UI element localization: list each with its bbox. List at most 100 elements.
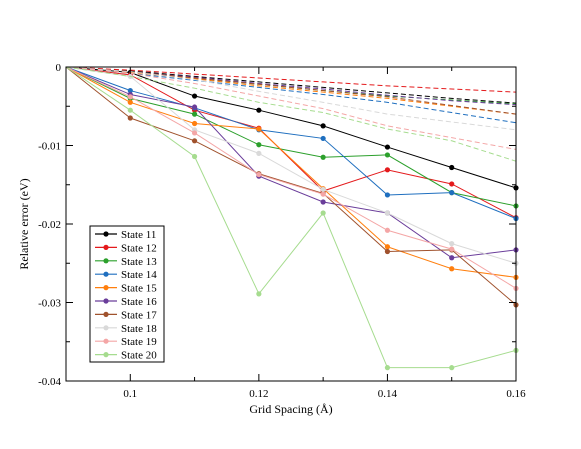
legend-label-state-17: State 17 xyxy=(121,309,157,321)
state-20-marker xyxy=(191,153,198,160)
legend-label-state-16: State 16 xyxy=(121,296,157,308)
ticks-layer xyxy=(65,66,517,382)
state-18-solid-line xyxy=(65,66,517,264)
state-18-dashed-line xyxy=(65,66,517,131)
state-18-marker xyxy=(449,241,455,247)
state-12-series xyxy=(65,66,519,221)
state-20-marker xyxy=(384,365,391,371)
state-18-marker xyxy=(384,210,391,216)
state-19-dashed-line xyxy=(65,66,517,150)
state-20-marker xyxy=(320,210,326,216)
y-tick-label: -0.02 xyxy=(38,219,61,231)
state-19-marker xyxy=(191,130,198,136)
legend-marker-state-20 xyxy=(103,352,109,358)
x-tick-label: 0.14 xyxy=(378,388,398,400)
legend-label-state-14: State 14 xyxy=(121,269,157,281)
state-11-dashed-line xyxy=(65,66,517,104)
state-17-marker xyxy=(127,115,133,121)
state-11-marker xyxy=(320,123,326,129)
legend-label-state-20: State 20 xyxy=(121,350,157,362)
legend-label-state-12: State 12 xyxy=(121,242,157,254)
state-20-marker xyxy=(256,291,262,297)
legend-marker-state-18 xyxy=(103,325,109,331)
legend-label-state-11: State 11 xyxy=(121,229,156,241)
y-tick-label: -0.01 xyxy=(38,141,61,153)
x-tick-label: 0.16 xyxy=(506,388,526,400)
state-19-solid-line xyxy=(65,66,517,289)
state-11-marker xyxy=(384,144,391,150)
state-15-marker xyxy=(127,99,133,105)
state-14-marker xyxy=(384,192,391,198)
state-19-series xyxy=(65,66,519,291)
state-11-marker xyxy=(449,164,455,171)
y-tick-label: -0.03 xyxy=(38,298,61,310)
x-axis-title: Grid Spacing (Å) xyxy=(249,402,332,416)
state-14-series xyxy=(65,66,519,222)
legend-marker-state-12 xyxy=(103,244,109,250)
state-13-series xyxy=(65,66,519,209)
legend-label-state-18: State 18 xyxy=(121,323,157,335)
state-13-marker xyxy=(191,111,198,117)
state-13-solid-line xyxy=(65,66,517,207)
legend-marker-state-19 xyxy=(103,338,109,344)
state-18-marker xyxy=(320,186,326,193)
state-20-marker xyxy=(449,365,455,371)
state-20-solid-line xyxy=(65,66,517,369)
legend-label-state-19: State 19 xyxy=(121,336,157,348)
state-14-marker xyxy=(449,190,455,196)
state-11-marker xyxy=(256,107,262,113)
legend-marker-state-13 xyxy=(103,258,109,264)
state-12-solid-line xyxy=(65,66,517,219)
legend-label-state-13: State 13 xyxy=(121,256,157,268)
x-tick-label: 0.12 xyxy=(249,388,268,400)
state-19-marker xyxy=(449,246,455,252)
state-17-solid-line xyxy=(65,66,517,306)
state-17-marker xyxy=(191,138,198,144)
legend-marker-state-15 xyxy=(103,285,109,291)
legend-marker-state-11 xyxy=(103,231,109,237)
legend-marker-state-17 xyxy=(103,311,109,317)
state-14-dashed-line xyxy=(65,66,517,124)
state-15-dashed-line xyxy=(65,66,517,115)
state-11-marker xyxy=(191,93,198,99)
state-11-series xyxy=(65,66,519,191)
x-tick-label: 0.1 xyxy=(123,388,137,400)
state-13-marker xyxy=(384,152,391,158)
state-18-marker xyxy=(256,150,262,156)
state-14-marker xyxy=(127,87,133,94)
y-axis-title: Relative error (eV) xyxy=(17,178,31,269)
state-15-marker xyxy=(384,244,391,250)
state-12-dashed-line xyxy=(65,66,517,93)
state-14-solid-line xyxy=(65,66,517,219)
state-15-marker xyxy=(449,266,455,272)
state-18-series xyxy=(65,66,519,266)
legend-label-state-15: State 15 xyxy=(121,283,157,295)
legend-marker-state-14 xyxy=(103,271,109,277)
state-15-series xyxy=(65,66,519,280)
state-20-dashed-line xyxy=(65,66,517,162)
state-11-solid-line xyxy=(65,66,517,189)
state-19-marker xyxy=(256,171,262,178)
state-20-series xyxy=(65,66,519,371)
tick-labels-layer: 0.1 0.12 0.14 0.16 0 -0.01 -0.02 -0.03 -0.04 xyxy=(38,62,526,400)
state-12-marker xyxy=(449,181,455,187)
legend-marker-state-16 xyxy=(103,298,109,304)
state-15-solid-line xyxy=(65,66,517,278)
state-16-marker xyxy=(449,255,455,261)
state-13-marker xyxy=(256,142,262,148)
state-20-marker xyxy=(127,107,133,113)
state-15-marker xyxy=(191,120,198,127)
series-layer xyxy=(65,66,519,371)
state-12-marker xyxy=(384,167,391,173)
state-15-marker xyxy=(256,126,262,132)
legend-box xyxy=(89,225,165,363)
state-16-marker xyxy=(191,104,198,110)
state-17-marker xyxy=(384,248,391,255)
state-19-marker xyxy=(320,191,326,197)
y-tick-label: 0 xyxy=(56,62,62,74)
state-19-marker xyxy=(384,227,391,233)
state-16-marker xyxy=(320,199,326,205)
